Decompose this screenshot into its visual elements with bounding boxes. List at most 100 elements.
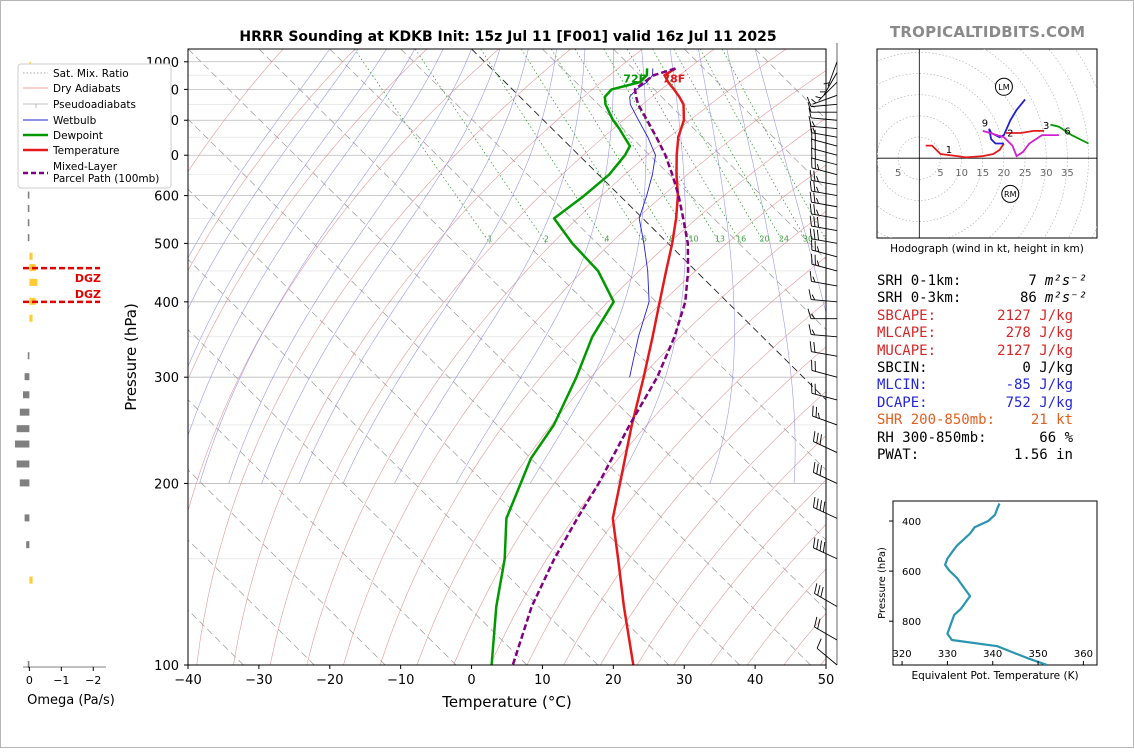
stat-row: MUCAPE:2127 J/kg <box>877 343 1097 360</box>
omega-bar-descent <box>17 460 30 467</box>
wind-barb-feather <box>816 97 822 98</box>
surface-temp-label: 78F <box>662 72 685 85</box>
stat-label: SRH 0-3km: <box>877 290 961 306</box>
stat-value: 2127 J/kg <box>997 308 1073 324</box>
mixing-ratio-label: 1 <box>488 234 493 243</box>
mixing-ratio-line <box>674 49 784 243</box>
wind-barb-feather <box>817 433 819 443</box>
moist-adiabat-line <box>149 49 387 483</box>
omega-bar-ascent <box>29 577 32 584</box>
stat-label: MLCIN: <box>877 377 928 393</box>
theta-e-frame <box>893 501 1097 665</box>
y-tick-label: 100 <box>154 659 179 674</box>
stat-label: SHR 200-850mb: <box>877 412 995 428</box>
wind-barb-feather <box>816 407 817 417</box>
wind-barb-feather <box>820 541 822 551</box>
omega-bar-ascent <box>29 315 32 322</box>
moist-adiabat-line <box>530 49 646 483</box>
wind-barb-staff <box>811 191 837 196</box>
stat-row: MLCAPE:278 J/kg <box>877 325 1097 342</box>
y-tick-label: 300 <box>154 371 179 386</box>
wind-barb <box>813 431 837 452</box>
legend-label: Dewpoint <box>53 130 103 142</box>
stat-label: PWAT: <box>877 447 919 463</box>
wind-barbs <box>807 43 837 665</box>
wind-barb-staff <box>811 104 837 106</box>
wind-barb-feather <box>811 99 816 103</box>
wind-barb-feather <box>814 204 815 214</box>
wind-barb-feather <box>816 210 818 215</box>
wind-barb-feather <box>817 539 819 549</box>
stat-value: 2127 J/kg <box>997 343 1073 359</box>
chart-title: HRRR Sounding at KDKB Init: 15z Jul 11 [… <box>239 29 776 45</box>
wind-barb-feather <box>810 216 811 226</box>
stat-unit: m²s⁻² <box>1045 290 1087 306</box>
x-tick-label: 50 <box>818 673 835 688</box>
wind-barb <box>810 122 837 137</box>
omega-bar-descent <box>28 219 30 226</box>
wind-barb-feather <box>817 464 819 474</box>
dgz-label: DGZ <box>75 288 101 301</box>
moist-adiabat-line <box>456 49 613 483</box>
theta-e-y-tick-label: 800 <box>902 617 921 628</box>
x-tick-label: 0 <box>467 673 475 688</box>
omega-bar-descent <box>17 425 30 432</box>
stat-label: SBCAPE: <box>877 308 936 324</box>
wind-barb-feather <box>823 502 825 512</box>
wind-barb-staff <box>813 548 837 559</box>
wind-barb-staff <box>817 648 837 665</box>
stat-value: 1.56 in <box>1014 447 1073 463</box>
wind-barb <box>820 72 837 95</box>
mixing-ratio-label: 24 <box>779 234 789 243</box>
omega-bar-descent <box>28 352 30 359</box>
isotherm-line <box>188 49 811 665</box>
wind-barb-staff <box>812 264 837 271</box>
stat-unit: m²s⁻² <box>1045 273 1087 289</box>
wind-barb <box>810 271 837 286</box>
surface-dewpoint-label: 72F <box>623 72 646 85</box>
wind-barb-feather <box>810 271 811 281</box>
hodograph-height-label: 2 <box>1007 128 1013 139</box>
moist-adiabat-line <box>617 49 686 483</box>
stat-row: DCAPE:752 J/kg <box>877 395 1097 412</box>
dewpoint-profile <box>492 68 647 665</box>
wind-barb <box>809 108 837 120</box>
stat-row: PWAT: 1.56 in <box>877 447 1097 464</box>
wind-barb-staff <box>811 335 837 337</box>
hodograph-frame <box>877 49 1097 238</box>
dry-adiabat-line <box>307 49 787 665</box>
wind-barb-feather <box>810 204 811 214</box>
theta-e-y-tick-label: 400 <box>902 517 921 528</box>
wind-barb-staff <box>812 250 837 257</box>
wind-barb-feather <box>818 413 819 419</box>
moist-adiabat-line <box>755 49 863 483</box>
hodograph-ring-label: 5 <box>937 168 943 179</box>
stat-label: DCAPE: <box>877 395 928 411</box>
mixing-ratio-label: 16 <box>736 234 746 243</box>
wind-barb-staff <box>811 180 837 185</box>
y-tick-label: 500 <box>154 237 179 252</box>
wind-barb-feather <box>812 330 815 335</box>
wind-barb-feather <box>816 198 818 203</box>
mixing-ratio-label: 2 <box>544 234 549 243</box>
omega-bar-descent <box>28 234 30 241</box>
theta-e-x-tick-label: 330 <box>938 649 957 660</box>
storm-motion-label: LM <box>998 83 1009 92</box>
stat-value: 21 kt <box>1031 412 1073 428</box>
wind-barb-feather <box>817 639 821 649</box>
x-tick-label: −20 <box>316 673 343 688</box>
wind-barb-feather <box>814 181 815 191</box>
wind-barb-feather <box>808 309 811 319</box>
wind-barb-feather <box>814 583 816 593</box>
wind-barb-feather <box>820 500 822 510</box>
wind-barb-feather <box>814 216 815 226</box>
dry-adiabat-line <box>197 49 571 665</box>
y-tick-label: 600 <box>154 190 179 205</box>
wind-barb-staff <box>812 168 837 175</box>
omega-bar-descent <box>20 409 30 416</box>
wind-barb-staff <box>811 214 837 219</box>
wind-barb-feather <box>813 431 815 441</box>
moist-adiabat-line <box>343 49 557 483</box>
stat-value: 0 J/kg <box>1022 360 1073 376</box>
